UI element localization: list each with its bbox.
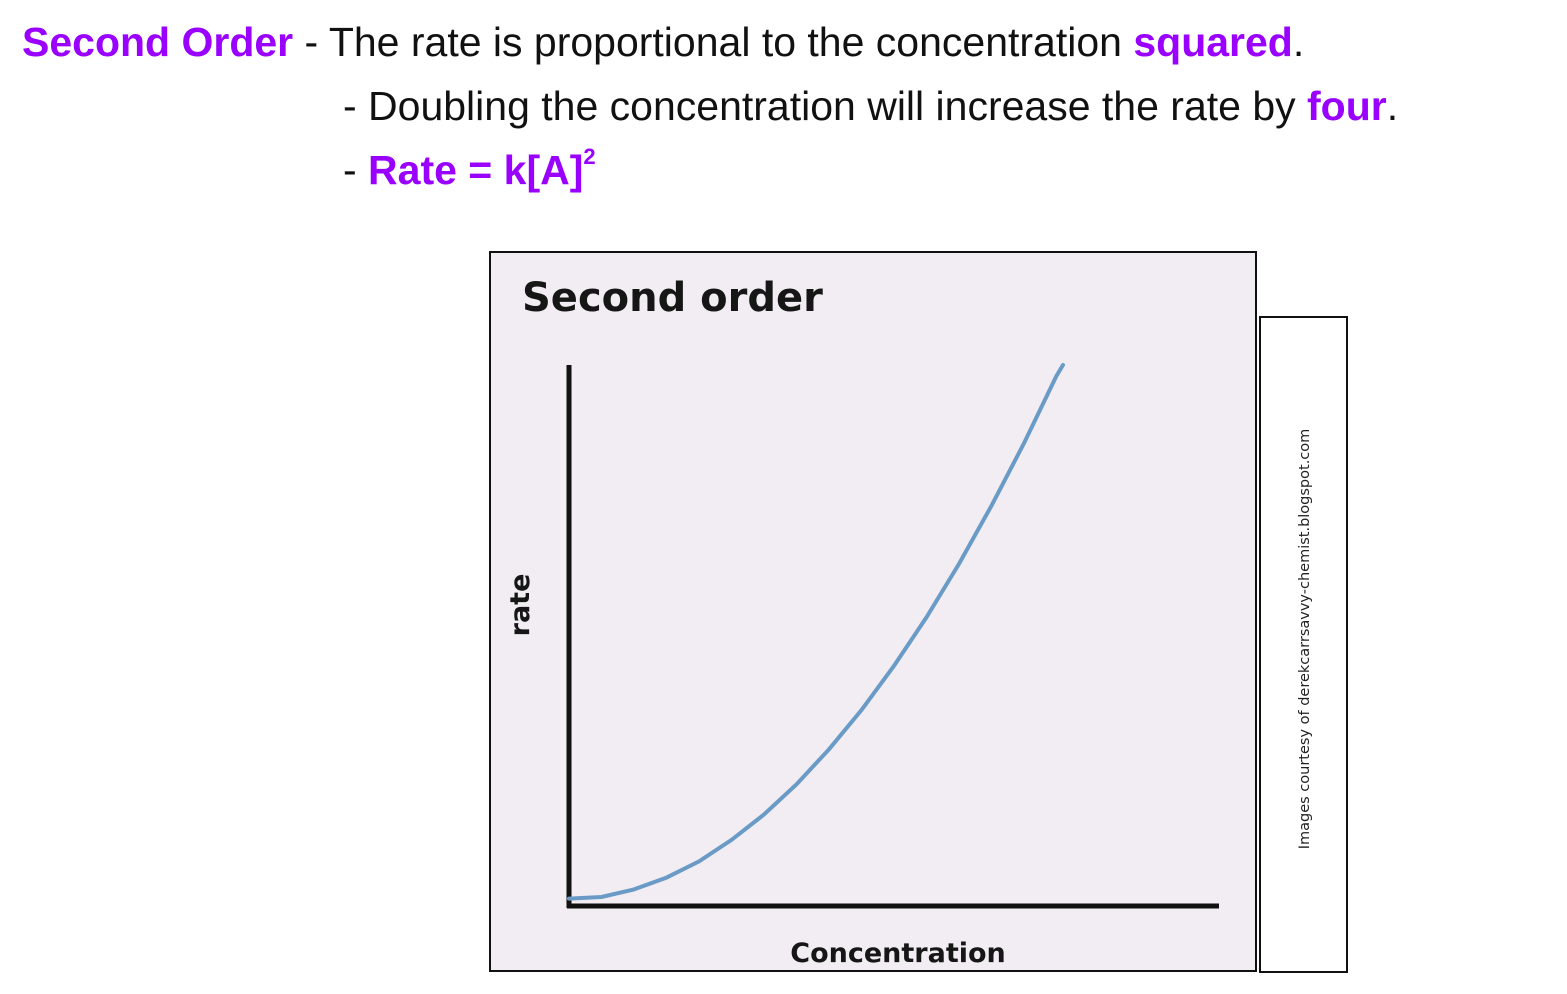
bullet-dash: - xyxy=(343,147,369,193)
chart-title: Second order xyxy=(522,275,823,321)
squared-emphasis: squared xyxy=(1133,19,1293,65)
definition-line-1: Second Order - The rate is proportional … xyxy=(22,18,1304,66)
x-axis-label: Concentration xyxy=(790,938,1006,969)
image-credit-box: Images courtesy of derekcarrsavvy-chemis… xyxy=(1259,316,1348,973)
second-order-term: Second Order xyxy=(22,19,294,65)
rate-law-line: - Rate = k[A]2 xyxy=(343,146,596,194)
y-axis-label: rate xyxy=(505,574,536,637)
second-order-chart: Second order Concentration rate xyxy=(489,251,1257,972)
definition-text-1: - The rate is proportional to the concen… xyxy=(293,19,1134,65)
definition-text-2: - Doubling the concentration will increa… xyxy=(343,83,1308,129)
four-emphasis: four xyxy=(1307,83,1387,129)
period-1: . xyxy=(1292,19,1305,65)
definition-line-2: - Doubling the concentration will increa… xyxy=(343,82,1398,130)
chart-canvas: Second order Concentration rate xyxy=(505,275,1219,969)
rate-curve-series xyxy=(567,363,1065,901)
rate-law-formula: Rate = k[A] xyxy=(368,147,584,193)
rate-law-exponent: 2 xyxy=(583,144,596,169)
image-credit-text: Images courtesy of derekcarrsavvy-chemis… xyxy=(1297,428,1313,850)
period-2: . xyxy=(1386,83,1399,129)
